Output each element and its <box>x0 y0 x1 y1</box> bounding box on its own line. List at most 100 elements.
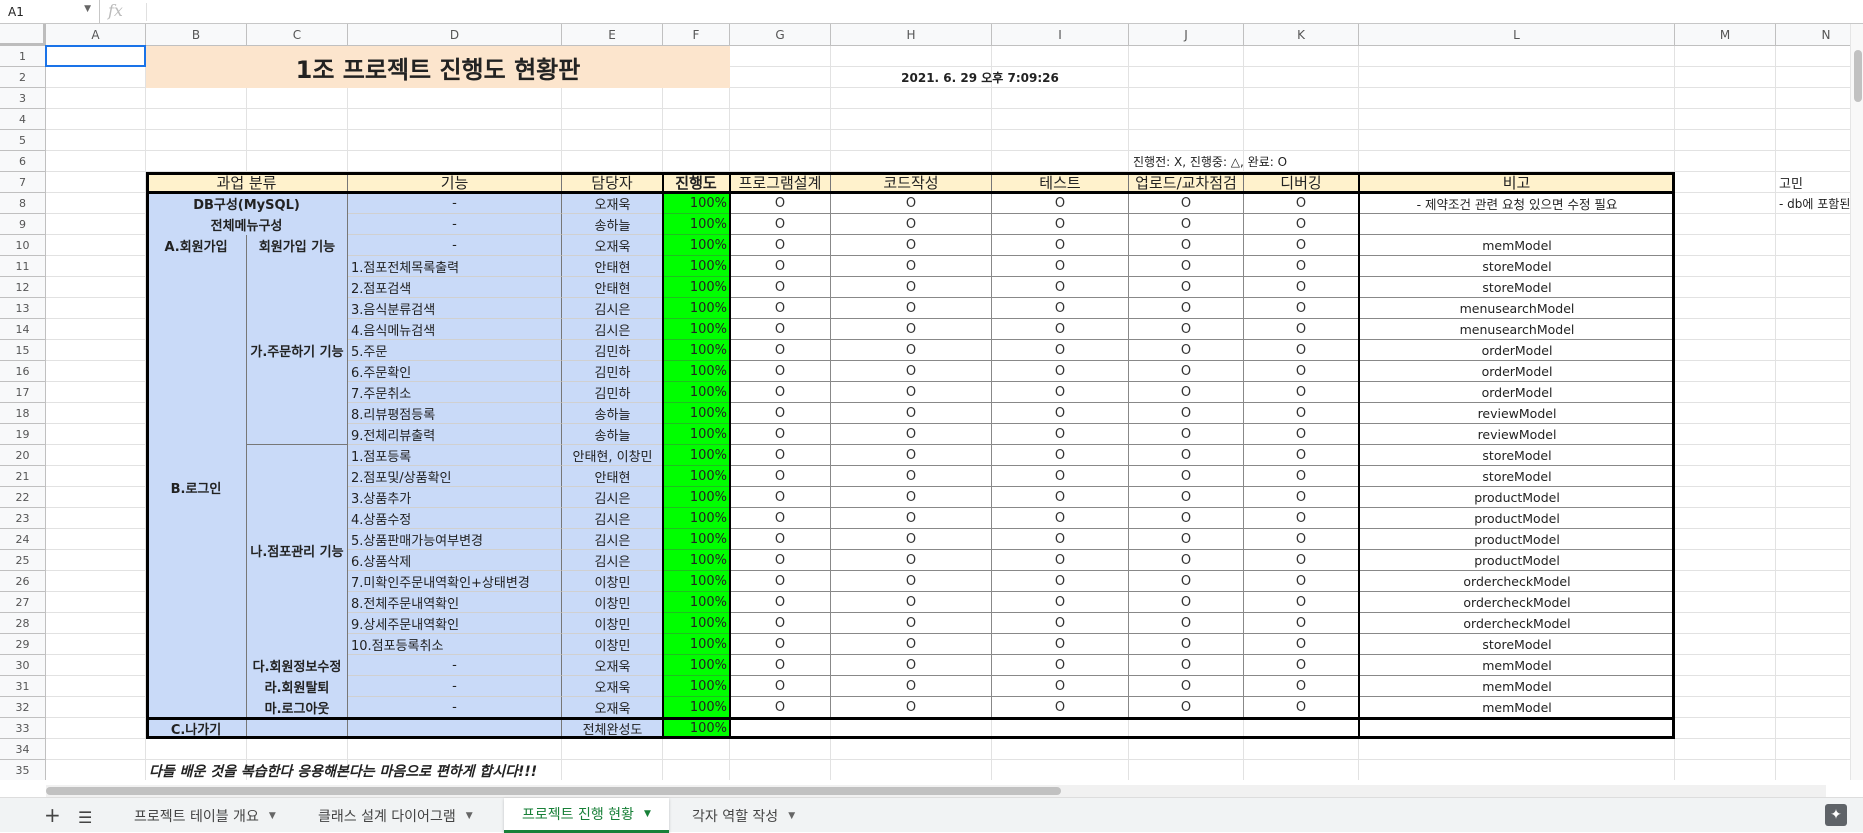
status-cell: O <box>730 592 831 613</box>
column-gridline <box>1775 46 1776 780</box>
horizontal-scrollbar[interactable] <box>46 785 1826 797</box>
status-cell: O <box>831 508 992 529</box>
row-header[interactable]: 31 <box>0 676 46 697</box>
spreadsheet-grid[interactable]: A B C D E F G H I J K L M N 1 2 3 4 5 6 7 8 9 10 11 12 13 14 15 16 17 1… <box>0 24 1850 780</box>
row-header[interactable]: 10 <box>0 235 46 256</box>
row-header[interactable]: 11 <box>0 256 46 277</box>
row-header[interactable]: 27 <box>0 592 46 613</box>
owner-cell: 안태현 <box>562 466 663 487</box>
status-cell: O <box>831 487 992 508</box>
row-header[interactable]: 34 <box>0 739 46 760</box>
notes-cell: ordercheckModel <box>1359 592 1675 613</box>
column-header[interactable]: H <box>831 24 992 46</box>
side-note-header: 고민 <box>1779 177 1803 192</box>
row-header[interactable]: 5 <box>0 130 46 151</box>
row-header[interactable]: 16 <box>0 361 46 382</box>
function-cell: 10.점포등록취소 <box>348 634 562 655</box>
column-header[interactable]: J <box>1129 24 1244 46</box>
header-upload-crosscheck: 업로드/교차점검 <box>1129 172 1244 193</box>
column-header[interactable]: B <box>146 24 247 46</box>
selected-cell[interactable] <box>45 45 146 67</box>
status-cell: O <box>992 676 1129 697</box>
tab-project-table-overview[interactable]: 프로젝트 테이블 개요 ▼ <box>116 798 294 833</box>
horizontal-scroll-thumb[interactable] <box>46 787 1061 795</box>
category-cell: 전체메뉴구성 <box>146 214 348 235</box>
tab-label: 프로젝트 테이블 개요 <box>134 808 259 825</box>
plus-icon[interactable]: + <box>44 803 61 827</box>
owner-cell: 오재욱 <box>562 193 663 214</box>
row-header[interactable]: 35 <box>0 760 46 780</box>
row-header[interactable]: 30 <box>0 655 46 676</box>
row-header[interactable]: 26 <box>0 571 46 592</box>
row-header[interactable]: 18 <box>0 403 46 424</box>
column-header[interactable]: I <box>992 24 1129 46</box>
progress-col-right <box>729 172 731 739</box>
column-header[interactable]: A <box>46 24 146 46</box>
row-header[interactable]: 12 <box>0 277 46 298</box>
tab-class-design-diagram[interactable]: 클래스 설계 다이어그램 ▼ <box>300 798 491 833</box>
column-header[interactable]: N <box>1776 24 1850 46</box>
column-header[interactable]: D <box>348 24 562 46</box>
status-cell: O <box>730 235 831 256</box>
row-header[interactable]: 19 <box>0 424 46 445</box>
tab-role-assignment[interactable]: 각자 역할 작성 ▼ <box>674 798 813 833</box>
status-cell: O <box>831 403 992 424</box>
category-cell: A.회원가입 <box>146 235 247 256</box>
row-header[interactable]: 8 <box>0 193 46 214</box>
row-header[interactable]: 3 <box>0 88 46 109</box>
function-cell: 6.주문확인 <box>348 361 562 382</box>
row-header[interactable]: 1 <box>0 46 46 67</box>
row-header[interactable]: 23 <box>0 508 46 529</box>
cell-reference: A1 <box>8 5 24 19</box>
row-header[interactable]: 17 <box>0 382 46 403</box>
row-header[interactable]: 15 <box>0 340 46 361</box>
row-header[interactable]: 14 <box>0 319 46 340</box>
row-header[interactable]: 9 <box>0 214 46 235</box>
caret-down-icon: ▼ <box>268 810 276 821</box>
status-cell: O <box>1129 424 1244 445</box>
subcategory-cell: 다.회원정보수정 <box>247 655 348 676</box>
owner-cell: 김민하 <box>562 382 663 403</box>
row-header[interactable]: 20 <box>0 445 46 466</box>
row-header[interactable]: 25 <box>0 550 46 571</box>
tab-project-progress[interactable]: 프로젝트 진행 현황 ▼ <box>504 798 669 833</box>
row-header[interactable]: 32 <box>0 697 46 718</box>
status-cell: O <box>831 445 992 466</box>
row-header[interactable]: 28 <box>0 613 46 634</box>
column-header[interactable]: K <box>1244 24 1359 46</box>
status-cell: O <box>730 424 831 445</box>
column-header[interactable]: L <box>1359 24 1675 46</box>
name-box[interactable]: A1 ▼ <box>0 0 100 24</box>
column-header[interactable]: E <box>562 24 663 46</box>
column-header[interactable]: C <box>247 24 348 46</box>
column-header[interactable]: M <box>1675 24 1776 46</box>
column-header[interactable]: G <box>730 24 831 46</box>
tab-label: 클래스 설계 다이어그램 <box>318 808 456 825</box>
explore-icon[interactable]: ✦ <box>1825 804 1847 826</box>
progress-cell: 100% <box>663 403 730 424</box>
row-header[interactable]: 22 <box>0 487 46 508</box>
row-header[interactable]: 21 <box>0 466 46 487</box>
row-header[interactable]: 33 <box>0 718 46 739</box>
row-header[interactable]: 29 <box>0 634 46 655</box>
corner-cell[interactable] <box>0 24 46 46</box>
status-cell: O <box>992 529 1129 550</box>
row-header[interactable]: 7 <box>0 172 46 193</box>
progress-col-left <box>662 172 664 739</box>
row-gridline <box>46 66 1850 67</box>
vertical-scrollbar[interactable] <box>1850 24 1863 780</box>
status-cell: O <box>831 466 992 487</box>
progress-cell: 100% <box>663 508 730 529</box>
column-header[interactable]: F <box>663 24 730 46</box>
row-header[interactable]: 24 <box>0 529 46 550</box>
status-cell: O <box>1129 193 1244 214</box>
row-header[interactable]: 4 <box>0 109 46 130</box>
status-cell: O <box>992 193 1129 214</box>
row-header[interactable]: 2 <box>0 67 46 88</box>
row-header[interactable]: 13 <box>0 298 46 319</box>
menu-icon[interactable]: ☰ <box>78 808 93 827</box>
owner-cell: 오재욱 <box>562 235 663 256</box>
vertical-scroll-thumb[interactable] <box>1854 50 1862 102</box>
header-owner: 담당자 <box>562 172 663 193</box>
row-header[interactable]: 6 <box>0 151 46 172</box>
